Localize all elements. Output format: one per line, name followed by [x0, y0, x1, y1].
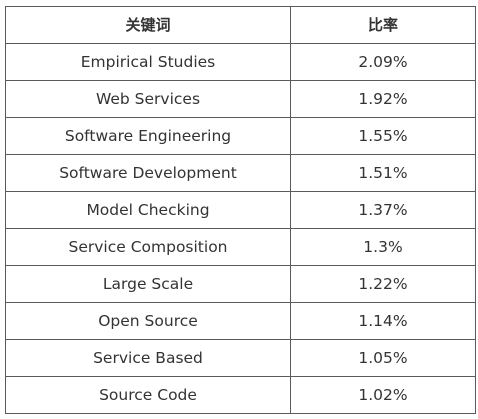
table-row: Model Checking 1.37% — [5, 191, 476, 229]
table-row: Service Based 1.05% — [5, 339, 476, 377]
ratio-cell: 2.09% — [290, 43, 476, 81]
table-row: Empirical Studies 2.09% — [5, 43, 476, 81]
keyword-cell: Model Checking — [5, 191, 291, 229]
table-row: Open Source 1.14% — [5, 302, 476, 340]
keyword-cell: Empirical Studies — [5, 43, 291, 81]
table-row: Large Scale 1.22% — [5, 265, 476, 303]
ratio-cell: 1.14% — [290, 302, 476, 340]
ratio-cell: 1.22% — [290, 265, 476, 303]
table-row: Software Development 1.51% — [5, 154, 476, 192]
table-row: Service Composition 1.3% — [5, 228, 476, 266]
keyword-ratio-table: 关键词 比率 Empirical Studies 2.09% Web Servi… — [5, 6, 476, 414]
table-row: Web Services 1.92% — [5, 80, 476, 118]
ratio-cell: 1.05% — [290, 339, 476, 377]
ratio-cell: 1.37% — [290, 191, 476, 229]
ratio-cell: 1.92% — [290, 80, 476, 118]
keyword-cell: Software Engineering — [5, 117, 291, 155]
keyword-cell: Service Composition — [5, 228, 291, 266]
keyword-cell: Software Development — [5, 154, 291, 192]
keyword-cell: Large Scale — [5, 265, 291, 303]
header-ratio: 比率 — [290, 6, 476, 44]
ratio-cell: 1.55% — [290, 117, 476, 155]
header-keyword: 关键词 — [5, 6, 291, 44]
table-row: Software Engineering 1.55% — [5, 117, 476, 155]
keyword-cell: Source Code — [5, 376, 291, 414]
ratio-cell: 1.3% — [290, 228, 476, 266]
keyword-cell: Web Services — [5, 80, 291, 118]
table-row: Source Code 1.02% — [5, 376, 476, 414]
table-header-row: 关键词 比率 — [5, 6, 476, 44]
keyword-cell: Service Based — [5, 339, 291, 377]
keyword-table-container: 关键词 比率 Empirical Studies 2.09% Web Servi… — [5, 6, 476, 414]
ratio-cell: 1.51% — [290, 154, 476, 192]
keyword-cell: Open Source — [5, 302, 291, 340]
ratio-cell: 1.02% — [290, 376, 476, 414]
